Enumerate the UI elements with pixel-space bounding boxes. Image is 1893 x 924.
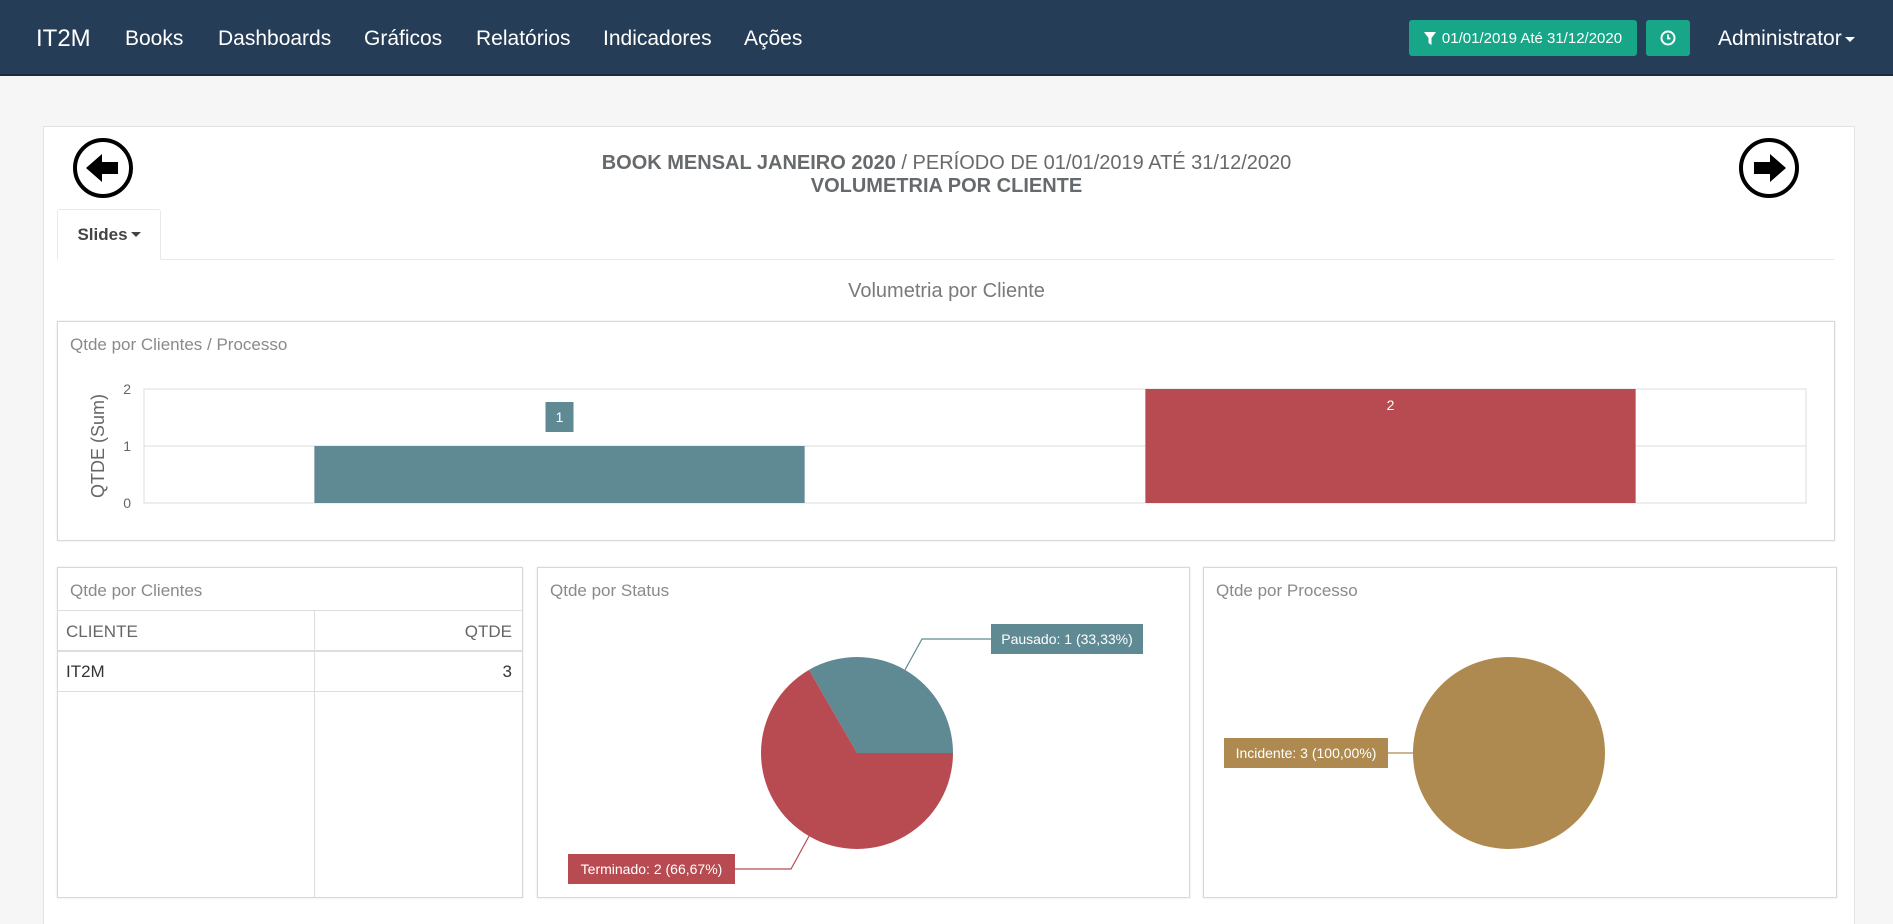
pie-leader-line (904, 638, 991, 671)
user-menu[interactable]: Administrator (1718, 27, 1855, 51)
nav-dashboards[interactable]: Dashboards (218, 27, 332, 50)
bar-chart: 0 1 2 QTDE (Sum) 1 2 (88, 381, 1807, 511)
section-title: Volumetria por Cliente (848, 280, 1045, 302)
date-filter-label: 01/01/2019 Até 31/12/2020 (1441, 29, 1623, 47)
process-chart-title: Qtde por Processo (1216, 581, 1358, 600)
nav-books[interactable]: Books (125, 27, 184, 50)
y-tick-label: 0 (123, 495, 131, 511)
bar-chart-panel: Qtde por Clientes / Processo 0 1 2 QTDE (Su… (57, 321, 1835, 541)
status-panel: Qtde por Status Pausado: 1 (33,33%) Termi… (537, 567, 1190, 898)
clock-icon (1660, 30, 1676, 46)
nav-graficos[interactable]: Gráficos (364, 27, 443, 50)
column-header-qtde[interactable]: QTDE (464, 622, 512, 641)
process-pie-chart: Incidente: 3 (100,00%) (1224, 657, 1605, 849)
page-title: BOOK MENSAL JANEIRO 2020 / PERÍODO DE 01… (0, 152, 1893, 198)
pie-label-box (1224, 738, 1388, 768)
tab-slides-label: Slides (77, 224, 128, 244)
bar-chart-title: Qtde por Clientes / Processo (70, 335, 288, 354)
date-filter-button[interactable]: 01/01/2019 Até 31/12/2020 (1409, 20, 1637, 56)
caret-down-icon (1844, 36, 1855, 42)
brand-logo[interactable]: IT2M (36, 25, 91, 52)
nav-relatorios[interactable]: Relatórios (476, 27, 571, 50)
process-panel: Qtde por Processo Incidente: 3 (100,00%) (1203, 567, 1837, 898)
column-header-cliente[interactable]: CLIENTE (66, 622, 138, 641)
cell-cliente: IT2M (66, 662, 105, 681)
cell-qtde: 3 (502, 662, 512, 681)
bar-data-label: 1 (556, 409, 564, 425)
pie-data-label: Incidente: 3 (100,00%) (1236, 745, 1377, 761)
bar-data-label-box (545, 402, 574, 432)
clock-button[interactable] (1646, 20, 1690, 56)
pie-leader-line (735, 835, 810, 870)
page-subtitle: VOLUMETRIA POR CLIENTE (810, 175, 1083, 197)
arrow-right-icon[interactable] (1738, 137, 1800, 199)
book-title: BOOK MENSAL JANEIRO 2020 (601, 152, 896, 174)
status-pie-chart: Pausado: 1 (33,33%) Terminado: 2 (66,67%) (568, 624, 1143, 884)
tabs-divider (57, 259, 1834, 260)
table-row[interactable]: IT2M 3 (58, 652, 522, 692)
table-title: Qtde por Clientes (70, 581, 203, 600)
bar (314, 446, 805, 503)
column-divider (314, 610, 315, 898)
pie-slice (809, 657, 953, 753)
table-panel: Qtde por Clientes CLIENTE QTDE IT2M 3 (57, 567, 523, 898)
pie-data-label: Terminado: 2 (66,67%) (581, 861, 723, 877)
period-text: / PERÍODO DE 01/01/2019 ATÉ 31/12/2020 (895, 152, 1292, 174)
status-chart-title: Qtde por Status (550, 581, 670, 600)
pie-data-label: Pausado: 1 (33,33%) (1001, 631, 1133, 647)
y-axis-label: QTDE (Sum) (88, 394, 108, 498)
navbar: IT2M Books Dashboards Gráficos Relatório… (0, 0, 1893, 76)
table-header: CLIENTE QTDE (58, 610, 522, 652)
caret-down-icon (130, 232, 141, 237)
bar (1145, 389, 1636, 503)
pie-label-box (568, 854, 735, 884)
nav-indicadores[interactable]: Indicadores (603, 27, 712, 50)
nav-acoes[interactable]: Ações (744, 27, 803, 50)
bar-data-label: 2 (1387, 397, 1395, 413)
arrow-left-icon[interactable] (72, 137, 134, 199)
y-tick-label: 2 (123, 381, 131, 397)
user-name: Administrator (1718, 27, 1842, 50)
y-tick-label: 1 (123, 438, 131, 454)
tab-slides[interactable]: Slides (57, 209, 161, 260)
filter-icon (1423, 31, 1436, 45)
pie-slice (761, 669, 953, 849)
pie-label-box (991, 624, 1143, 654)
